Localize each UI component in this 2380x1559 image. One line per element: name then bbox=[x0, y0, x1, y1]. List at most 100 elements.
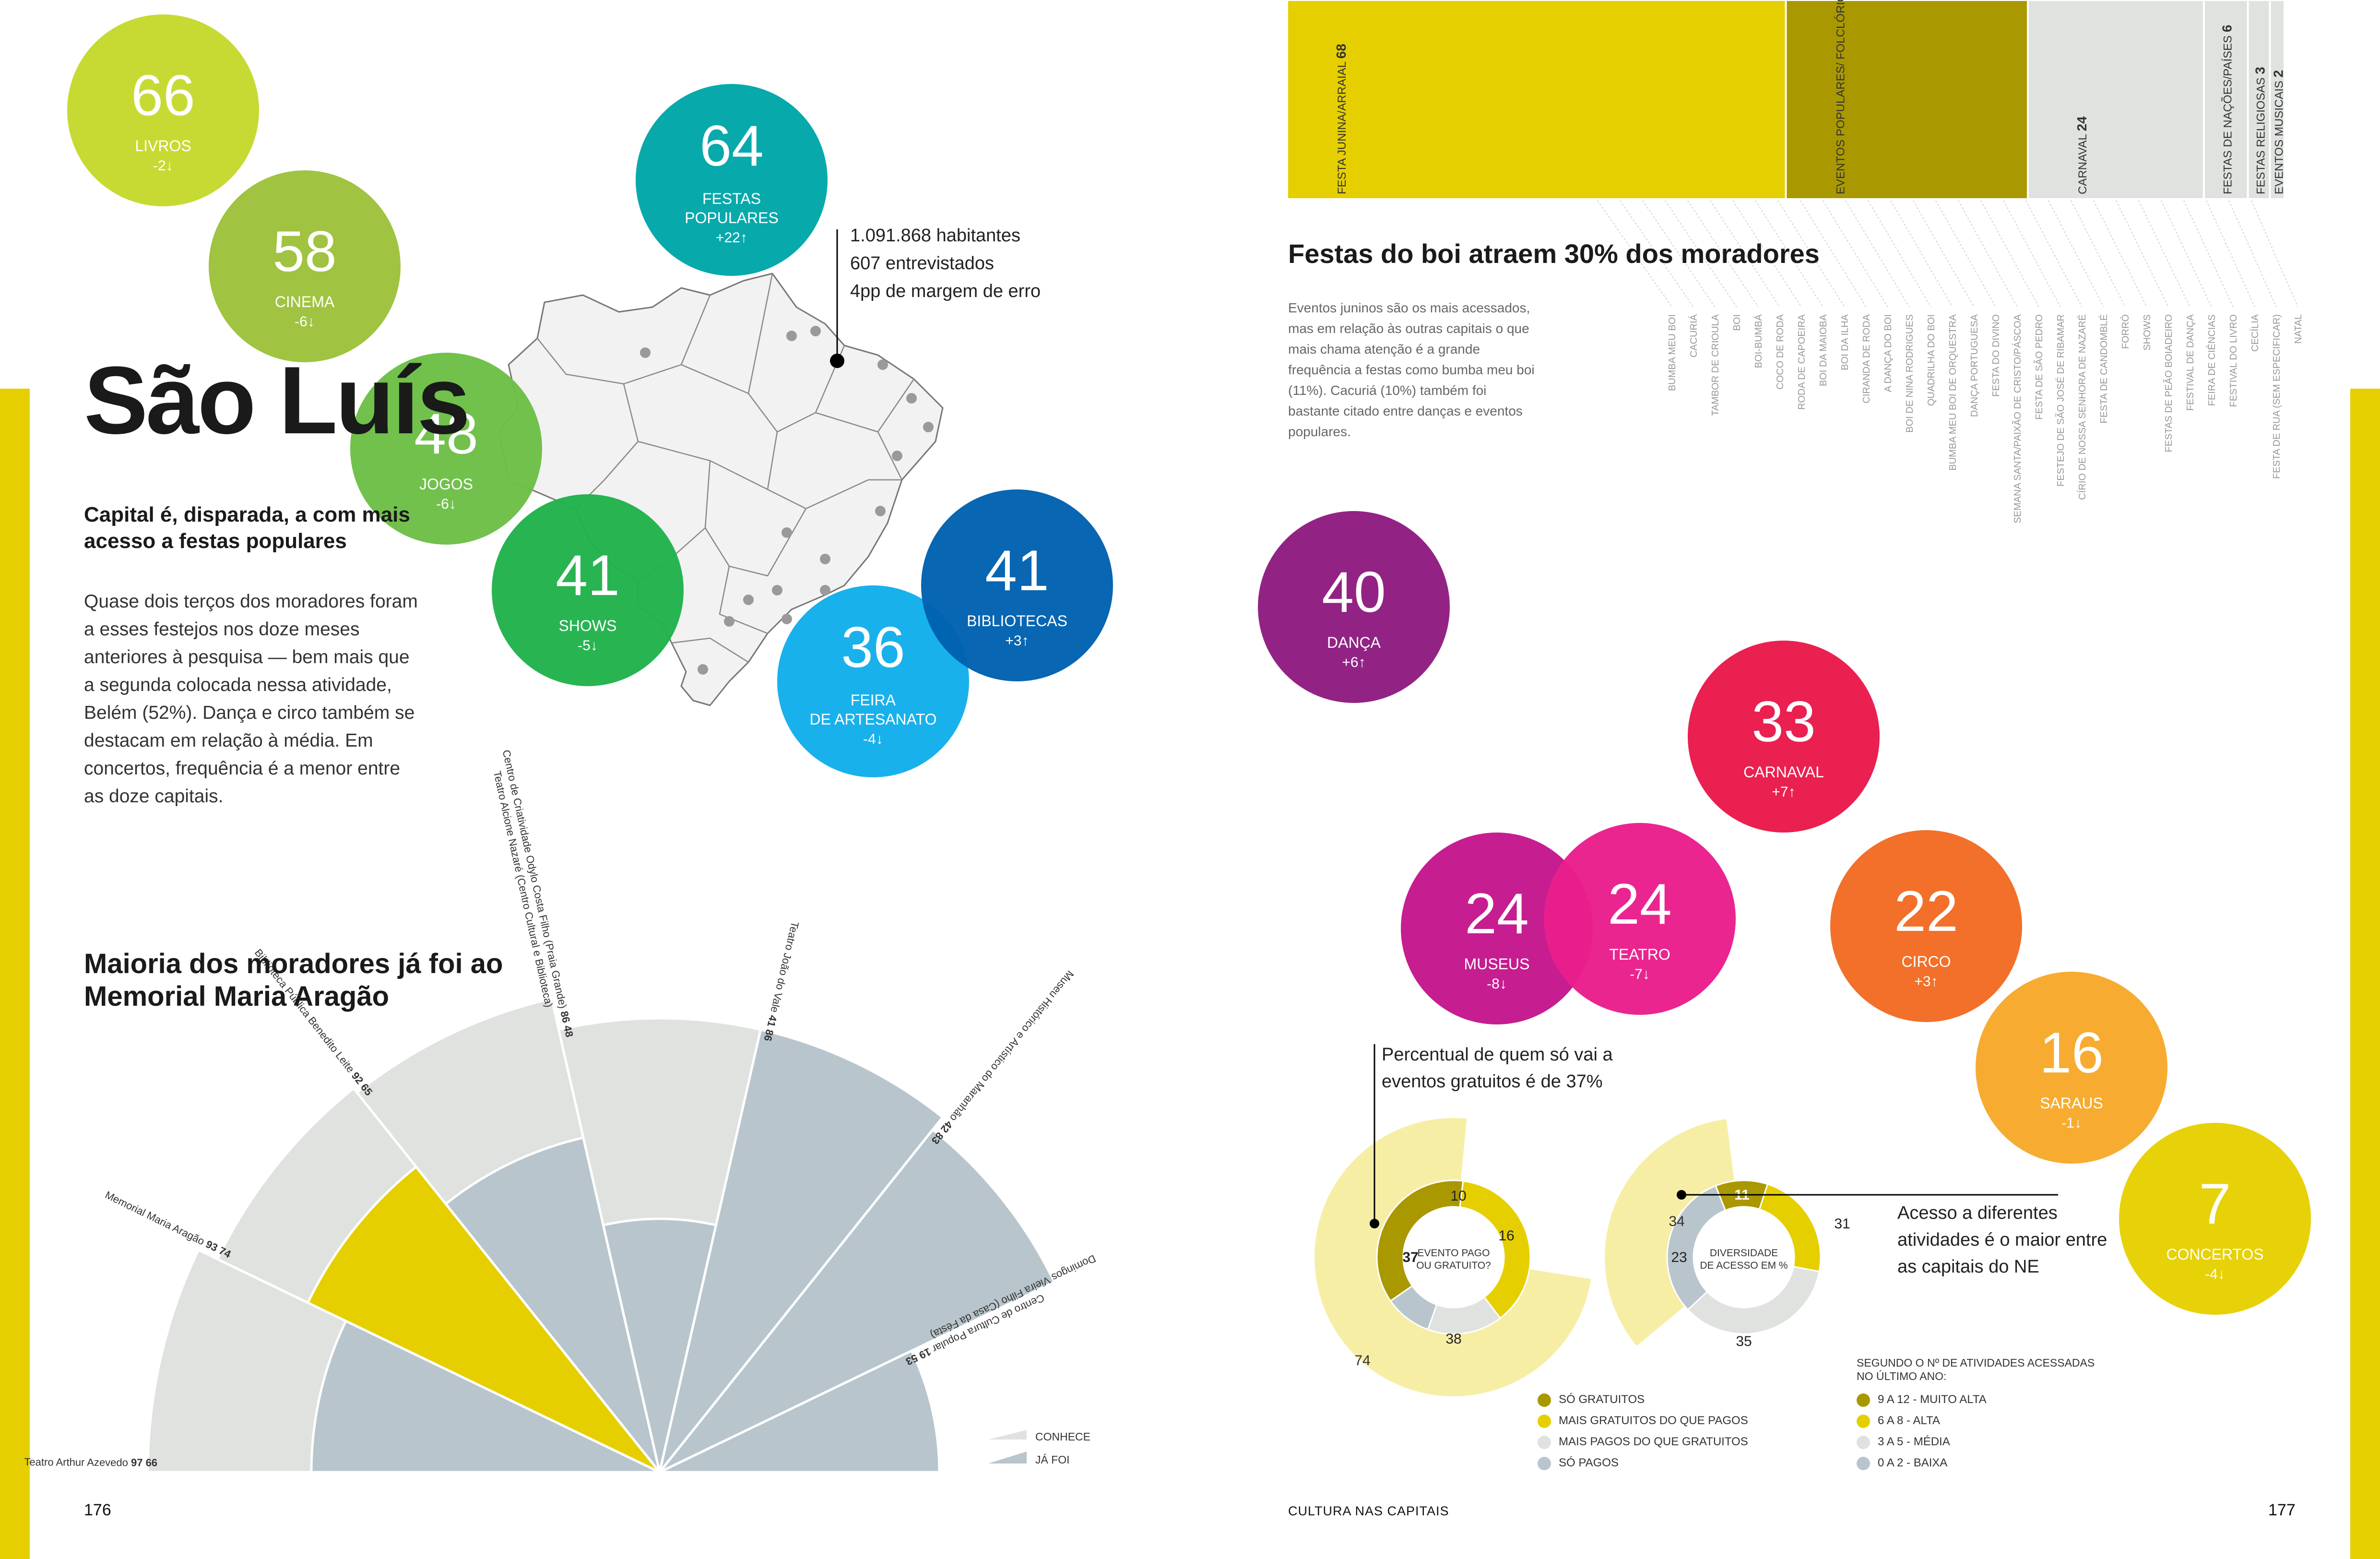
festas-subitem: CÍRIO DE NOSSA SENHORA DE NAZARÉ bbox=[2077, 314, 2088, 500]
gratuito-donut-segment-1 bbox=[1459, 1180, 1531, 1320]
festas-fan-line bbox=[1980, 200, 2039, 308]
festas-bar-4 bbox=[2247, 0, 2271, 200]
bubble-label: TEATRO bbox=[1609, 946, 1670, 963]
festas-subitem: NATAL bbox=[2293, 314, 2304, 344]
bubble-circle bbox=[921, 489, 1113, 681]
brazil-map bbox=[498, 229, 944, 706]
bubble-change: -7↓ bbox=[1630, 966, 1650, 982]
festas-subitem: SHOWS bbox=[2142, 314, 2153, 351]
festas-bar-3 bbox=[2202, 0, 2249, 200]
festas-subitem: A DANÇA DO BOI bbox=[1883, 314, 1894, 392]
festas-bar-2 bbox=[2026, 0, 2205, 200]
bubble-feira-de-artesanato: 36 FEIRA DE ARTESANATO -4↓ bbox=[777, 585, 969, 777]
bubble-festas-populares: 64 FESTAS POPULARES +22↑ bbox=[636, 84, 828, 276]
bubble-circle bbox=[1976, 972, 2167, 1164]
bubble-label: FESTAS bbox=[702, 190, 761, 207]
gratuito-value-2: 16 bbox=[1498, 1228, 1514, 1244]
bubble-value: 41 bbox=[556, 543, 619, 607]
bubble-change: +3↑ bbox=[1914, 974, 1938, 989]
capital-dot bbox=[781, 614, 792, 624]
bubble-circo: 22 CIRCO +3↑ bbox=[1830, 830, 2022, 1022]
legend-so-gratuitos: SÓ GRATUITOS bbox=[1538, 1393, 1645, 1407]
bubble-circle bbox=[1544, 823, 1736, 1015]
city-title: São Luís bbox=[84, 347, 470, 454]
venue-jafoi-wedge bbox=[310, 1319, 661, 1474]
festas-subitem: CACURIÁ bbox=[1688, 314, 1699, 357]
festas-bar-label: CARNAVAL 24 bbox=[2074, 116, 2089, 194]
festas-subitem: CIRANDA DE RODA bbox=[1861, 314, 1872, 403]
festas-fan-line bbox=[1845, 200, 1910, 308]
state-border bbox=[748, 345, 845, 433]
venue-jafoi-wedge bbox=[444, 1136, 661, 1473]
diversidade-center-1: DIVERSIDADE bbox=[1710, 1248, 1778, 1259]
festas-subitem: BOI bbox=[1732, 314, 1742, 331]
bubble-circle bbox=[1688, 641, 1880, 833]
capital-dot bbox=[786, 331, 797, 341]
legend-alta: 6 A 8 - ALTA bbox=[1857, 1414, 1940, 1428]
venue-label: Teatro Arthur Azevedo 97 66 bbox=[24, 1456, 157, 1469]
venue-jafoi-wedge bbox=[658, 1028, 945, 1473]
bubble-change: -5↓ bbox=[578, 638, 598, 654]
festas-bar-chart: FESTA JUNINA/ARRAIAL 68 EVENTOS POPULARES… bbox=[1286, 0, 2304, 524]
capital-dot bbox=[820, 585, 830, 595]
diversidade-center-2: DE ACESSO EM % bbox=[1700, 1260, 1788, 1271]
festas-subitem: BUMBA MEU BOI DE ORQUESTRA bbox=[1948, 314, 1958, 470]
bubble-value: 64 bbox=[699, 114, 763, 178]
gratuito-donut-segment-3 bbox=[1389, 1285, 1438, 1331]
festas-fan-line bbox=[2206, 200, 2255, 308]
festas-bar-label: EVENTOS POPULARES/ FOLCLÓRICOS 33 bbox=[1833, 0, 1847, 194]
festas-fan-line bbox=[2228, 200, 2277, 308]
bubble-circle bbox=[350, 353, 542, 545]
festas-subitem: FESTAS DE PEÃO BOIADEIRO bbox=[2163, 314, 2174, 452]
bubble-jogos: 48 JOGOS -6↓ bbox=[350, 353, 542, 545]
venue-jafoi-wedge bbox=[659, 1349, 941, 1474]
festas-subitem: FESTA DE RUA (SEM ESPECIFICAR) bbox=[2272, 314, 2282, 479]
festas-subitem: BOI DA MAIOBA bbox=[1818, 314, 1829, 386]
bubble-label: CIRCO bbox=[1901, 953, 1951, 970]
bubble-circle bbox=[636, 84, 828, 276]
diversidade-donut-hole bbox=[1695, 1208, 1793, 1306]
gratuito-leader-dot bbox=[1370, 1219, 1379, 1228]
diversidade-donut-segment-2 bbox=[1687, 1265, 1820, 1335]
bubble-teatro: 24 TEATRO -7↓ bbox=[1544, 823, 1736, 1015]
bubble-circle bbox=[2119, 1123, 2311, 1315]
bubble-chart: 66 LIVROS -2↓ 58 CINEMA -6↓ 48 JOGOS -6↓ 41 SHOWS -… bbox=[67, 14, 2311, 1315]
bubble-label: CINEMA bbox=[275, 293, 335, 310]
capital-dot bbox=[892, 451, 902, 461]
gratuito-center-2: OU GRATUITO? bbox=[1416, 1260, 1491, 1271]
capital-dot bbox=[820, 554, 830, 564]
bubble-change: -4↓ bbox=[2205, 1266, 2225, 1282]
bubble-circle bbox=[209, 170, 401, 362]
festas-fan-line bbox=[2071, 200, 2126, 308]
bubble-cinema: 58 CINEMA -6↓ bbox=[209, 170, 401, 362]
capital-dot bbox=[640, 347, 651, 358]
stat-entrevistados: 607 entrevistados bbox=[850, 253, 994, 274]
festas-fan-line bbox=[1620, 200, 1694, 308]
bubble-shows: 41 SHOWS -5↓ bbox=[492, 494, 684, 686]
bubble-value: 48 bbox=[414, 402, 478, 466]
bubble-value: 7 bbox=[2199, 1172, 2231, 1236]
festas-subitem: CECÍLIA bbox=[2250, 314, 2261, 351]
legend-jafoi-swatch bbox=[988, 1452, 1027, 1464]
festas-fan-line bbox=[2116, 200, 2169, 308]
gratuito-center-1: EVENTO PAGO bbox=[1418, 1248, 1490, 1259]
bubble-label: SHOWS bbox=[559, 617, 617, 634]
bubble-value: 40 bbox=[1322, 560, 1385, 624]
bubble-value: 24 bbox=[1465, 881, 1528, 946]
bubble-label: BIBLIOTECAS bbox=[967, 612, 1067, 630]
bubble-label: CONCERTOS bbox=[2166, 1246, 2263, 1263]
venue-jafoi-wedge bbox=[306, 1165, 661, 1474]
bubble-label: SARAUS bbox=[2040, 1095, 2103, 1112]
gratuito-donut-outer-ring bbox=[1314, 1118, 1591, 1397]
capital-dot bbox=[906, 393, 917, 404]
bubble-value: 33 bbox=[1752, 690, 1815, 754]
legend-so-pagos: SÓ PAGOS bbox=[1538, 1456, 1619, 1470]
bubble-label: POPULARES bbox=[685, 209, 779, 226]
festas-subitem: TAMBOR DE CRIOULA bbox=[1710, 314, 1721, 416]
festas-bar-label: EVENTOS MUSICAIS 2 bbox=[2271, 70, 2286, 194]
bubble-change: -6↓ bbox=[436, 496, 456, 512]
venue-0: Teatro Arthur Azevedo 97 66 bbox=[24, 1248, 661, 1474]
festas-subitem: FESTIVAL DO LIVRO bbox=[2228, 314, 2239, 407]
diversidade-value-1: 23 bbox=[1671, 1250, 1687, 1265]
